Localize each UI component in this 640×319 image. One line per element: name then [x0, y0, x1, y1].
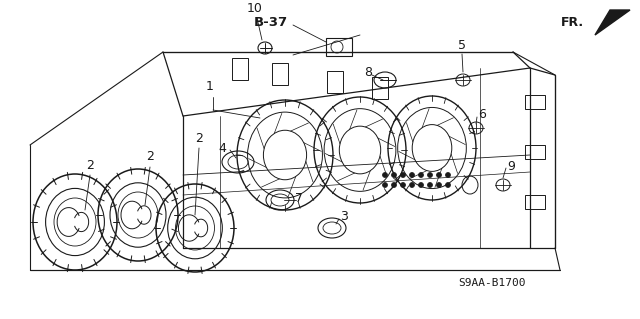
- Bar: [272, 63, 288, 85]
- Ellipse shape: [419, 173, 424, 177]
- Ellipse shape: [436, 173, 442, 177]
- Text: 9: 9: [507, 160, 515, 173]
- Ellipse shape: [392, 173, 397, 177]
- Text: 4: 4: [218, 142, 226, 154]
- Ellipse shape: [392, 182, 397, 188]
- Ellipse shape: [401, 182, 406, 188]
- Text: 8: 8: [364, 66, 372, 79]
- Text: 1: 1: [206, 80, 214, 93]
- Ellipse shape: [383, 182, 387, 188]
- Polygon shape: [595, 10, 630, 35]
- Bar: [232, 58, 248, 80]
- Text: 2: 2: [195, 132, 203, 145]
- Ellipse shape: [401, 173, 406, 177]
- Ellipse shape: [445, 182, 451, 188]
- Ellipse shape: [410, 173, 415, 177]
- Text: 6: 6: [478, 108, 486, 122]
- Bar: [372, 77, 388, 99]
- Text: 7: 7: [295, 191, 303, 204]
- Text: 5: 5: [458, 39, 466, 52]
- Bar: [525, 145, 545, 159]
- Text: B-37: B-37: [254, 16, 288, 28]
- Bar: [525, 95, 545, 109]
- Bar: [525, 195, 545, 209]
- Text: FR.: FR.: [561, 16, 584, 28]
- Ellipse shape: [410, 182, 415, 188]
- Ellipse shape: [436, 182, 442, 188]
- Ellipse shape: [428, 182, 433, 188]
- Text: S9AA-B1700: S9AA-B1700: [458, 278, 525, 288]
- Text: 2: 2: [146, 150, 154, 163]
- Ellipse shape: [419, 182, 424, 188]
- Ellipse shape: [428, 173, 433, 177]
- Text: 3: 3: [340, 211, 348, 224]
- Text: 10: 10: [247, 2, 263, 15]
- Ellipse shape: [383, 173, 387, 177]
- Ellipse shape: [445, 173, 451, 177]
- Text: 2: 2: [86, 159, 94, 172]
- Bar: [327, 71, 343, 93]
- Bar: [326, 38, 352, 56]
